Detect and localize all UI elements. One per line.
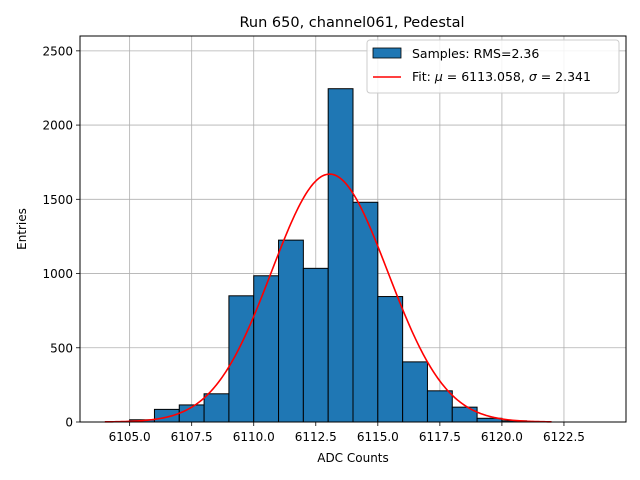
- x-tick-label: 6107.5: [171, 430, 213, 444]
- plot-frame: [79, 35, 627, 423]
- legend-samples-label: Samples: RMS=2.36: [412, 46, 539, 61]
- histogram-bar: [426, 390, 453, 423]
- x-tick-label: 6115.0: [357, 430, 399, 444]
- legend: Samples: RMS=2.36 Fit: μ = 6113.058, σ =…: [366, 39, 620, 94]
- y-tick-label: 2500: [42, 44, 73, 58]
- y-axis-label: Entries: [15, 208, 29, 250]
- histogram-bar: [153, 408, 180, 423]
- x-tick-label: 6105.0: [109, 430, 151, 444]
- y-tick-label: 500: [50, 341, 73, 355]
- histogram-bar: [253, 275, 280, 423]
- legend-fit-sigma-value: = 2.341: [537, 69, 591, 84]
- y-tick-label: 0: [65, 416, 73, 430]
- legend-box: [366, 39, 620, 94]
- histogram-bar: [402, 361, 428, 423]
- legend-fit-mu-symbol: μ: [434, 69, 443, 84]
- x-tick-label: 6112.5: [295, 430, 337, 444]
- y-tick-label: 1000: [42, 267, 73, 281]
- legend-samples-swatch: [372, 47, 402, 59]
- legend-fit-mu-value: = 6113.058,: [443, 69, 529, 84]
- y-tick-label: 2000: [42, 119, 73, 133]
- histogram-bar: [352, 201, 379, 423]
- x-tick-label: 6117.5: [419, 430, 461, 444]
- histogram-bar: [203, 393, 230, 423]
- histogram-bar: [327, 88, 354, 423]
- x-axis-label: ADC Counts: [317, 451, 389, 465]
- x-tick-label: 6120.0: [481, 430, 523, 444]
- histogram-bar: [451, 406, 478, 423]
- histogram-bar: [278, 239, 304, 423]
- histogram-bar: [302, 267, 329, 423]
- x-tick-label: 6110.0: [233, 430, 275, 444]
- legend-fit-sigma-symbol: σ: [529, 69, 538, 84]
- x-tick-label: 6122.5: [543, 430, 585, 444]
- y-tick-label: 1500: [42, 193, 73, 207]
- legend-fit-label: Fit: μ = 6113.058, σ = 2.341: [412, 69, 591, 84]
- y-axis-ticks: 0 500 1000 1500 2000 2500: [42, 44, 80, 430]
- histogram-bar: [377, 296, 404, 423]
- fit-curve: [104, 173, 552, 423]
- x-axis-ticks: 6105.0 6107.5 6110.0 6112.5 6115.0 6117.5 6120…: [109, 422, 585, 444]
- legend-fit-prefix: Fit:: [412, 69, 435, 84]
- chart-title: Run 650, channel061, Pedestal: [239, 15, 464, 31]
